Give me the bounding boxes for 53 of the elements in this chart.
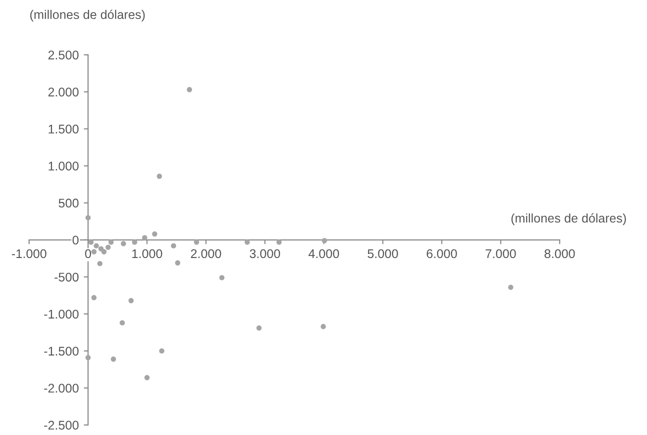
x-tick-label: 6.000	[426, 249, 457, 258]
point	[320, 324, 326, 330]
point	[110, 356, 116, 362]
x-tick-label: 0	[85, 249, 92, 258]
point	[156, 174, 162, 179]
y-tick-label: -1.000	[44, 310, 79, 319]
y-tick-label: 1.000	[48, 162, 79, 171]
point	[322, 238, 328, 244]
point	[91, 295, 97, 300]
point	[194, 240, 200, 245]
y-tick-label: -2.500	[44, 420, 79, 430]
x-tick-label: 2.000	[190, 249, 222, 258]
y-tick-label: -500	[54, 272, 79, 282]
y-tick-label: -2.000	[44, 384, 79, 393]
x-tick-label: 8.000	[544, 249, 575, 258]
point	[120, 241, 126, 246]
point	[219, 275, 224, 280]
point	[91, 249, 97, 254]
x-tick-label: -1.000	[12, 249, 46, 258]
point	[142, 235, 148, 240]
x-tick-label: 5.000	[368, 249, 398, 258]
point	[186, 87, 192, 92]
y-tick-label: 1.500	[48, 124, 79, 134]
point	[101, 249, 107, 254]
point	[94, 243, 99, 248]
point	[106, 244, 111, 250]
point	[97, 260, 102, 266]
point	[132, 240, 138, 245]
point	[128, 298, 134, 304]
point	[85, 215, 91, 220]
x-axis-title: (millones de dólares)	[511, 213, 626, 226]
x-tick-label: 7.000	[486, 249, 516, 258]
point	[120, 320, 125, 326]
y-tick-label: 500	[58, 198, 79, 208]
point	[108, 240, 114, 245]
point	[244, 240, 250, 245]
point	[175, 260, 180, 266]
point	[508, 284, 514, 290]
point	[144, 375, 150, 380]
y-tick-label: 2.500	[48, 50, 79, 60]
x-tick-label: 4.000	[308, 249, 340, 258]
y-tick-label: 2.000	[48, 88, 79, 96]
y-axis-title: (millones de dólares)	[30, 10, 145, 22]
x-tick-label: 3.000	[250, 249, 280, 258]
y-tick-label: -1.500	[44, 346, 79, 356]
point	[159, 348, 164, 354]
point	[256, 325, 262, 331]
x-tick-label: 1.000	[132, 249, 162, 258]
point	[170, 243, 176, 248]
point	[276, 240, 282, 245]
point	[152, 231, 158, 237]
point	[85, 355, 91, 360]
y-tick-label: 0	[72, 236, 79, 245]
